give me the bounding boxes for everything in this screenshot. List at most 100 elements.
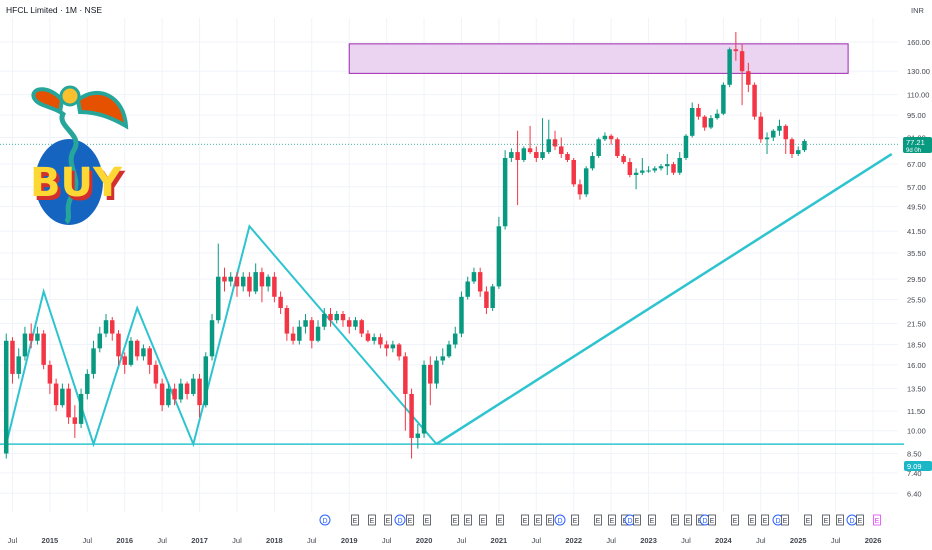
earnings-marker: E bbox=[608, 514, 616, 526]
candle bbox=[465, 276, 470, 300]
candle bbox=[91, 340, 96, 379]
candle-body bbox=[297, 326, 302, 341]
candle-body bbox=[365, 333, 371, 341]
earnings-marker: E bbox=[684, 514, 692, 526]
candle-body bbox=[128, 340, 134, 365]
earnings-marker: E bbox=[546, 514, 554, 526]
candle bbox=[608, 134, 614, 145]
candle bbox=[515, 130, 520, 206]
time-axis[interactable]: Jul 2015 Jul 2016 Jul 2017 Jul 2018 Jul 2019 Jul 20… bbox=[8, 536, 882, 545]
candle-body bbox=[665, 164, 670, 167]
candle bbox=[284, 305, 290, 341]
earnings-box bbox=[731, 514, 739, 526]
candle-body bbox=[802, 141, 807, 151]
candle bbox=[671, 162, 676, 175]
candle-body bbox=[116, 333, 121, 357]
last-price-badge[interactable] bbox=[903, 137, 932, 153]
x-tick-label: 2021 bbox=[491, 536, 508, 545]
earnings-label: E bbox=[425, 518, 430, 525]
candle bbox=[203, 352, 209, 408]
zigzag-pattern[interactable] bbox=[5, 224, 438, 448]
candle bbox=[752, 82, 757, 120]
earnings-marker: E bbox=[423, 514, 431, 526]
candle bbox=[795, 146, 801, 156]
earnings-label: E bbox=[596, 518, 601, 525]
candle-body bbox=[340, 313, 346, 321]
candle-body bbox=[47, 364, 53, 384]
earnings-label: E bbox=[763, 518, 768, 525]
candle-body bbox=[633, 172, 639, 175]
candle bbox=[652, 166, 658, 173]
candle bbox=[359, 318, 364, 338]
x-tick-label: 2018 bbox=[266, 536, 283, 545]
candle bbox=[153, 360, 159, 389]
candle bbox=[272, 272, 277, 303]
earnings-box bbox=[804, 514, 812, 526]
candle-body bbox=[384, 344, 389, 349]
earnings-box bbox=[708, 514, 716, 526]
candle bbox=[297, 320, 302, 345]
logo-globe bbox=[35, 139, 103, 225]
earnings-marker: E bbox=[822, 514, 830, 526]
dividend-label: D bbox=[322, 518, 327, 525]
earnings-marker: E bbox=[534, 514, 542, 526]
support-price-badge[interactable] bbox=[904, 461, 932, 471]
earnings-box bbox=[873, 514, 881, 526]
y-tick-label: 57.00 bbox=[907, 183, 926, 192]
buy-logo: BUY BUY bbox=[30, 85, 129, 225]
dividend-marker: D bbox=[319, 514, 331, 526]
dividend-marker: D bbox=[394, 514, 406, 526]
candle bbox=[159, 378, 165, 412]
price-axis[interactable]: 160.00130.00110.0095.0081.0067.0057.0049… bbox=[907, 38, 930, 498]
candle bbox=[197, 373, 202, 418]
candle-body bbox=[559, 146, 564, 155]
earnings-marker: E bbox=[873, 514, 881, 526]
x-tick-label: Jul bbox=[756, 536, 766, 545]
earnings-label: E bbox=[733, 518, 738, 525]
candle bbox=[590, 152, 595, 171]
earnings-label: E bbox=[635, 518, 640, 525]
y-tick-label: 25.50 bbox=[907, 296, 926, 305]
candle bbox=[253, 263, 258, 295]
earnings-label: E bbox=[353, 518, 358, 525]
candle bbox=[771, 129, 776, 142]
candle bbox=[733, 31, 739, 61]
candle-body bbox=[110, 320, 115, 334]
candle bbox=[141, 344, 146, 361]
logo-buy-text: BUY bbox=[30, 160, 123, 206]
earnings-box bbox=[594, 514, 602, 526]
earnings-marker: E bbox=[731, 514, 739, 526]
resistance-zone[interactable] bbox=[348, 43, 849, 74]
candle-body bbox=[346, 320, 352, 327]
rising-trendline[interactable] bbox=[435, 152, 893, 446]
earnings-label: E bbox=[573, 518, 578, 525]
candle-body bbox=[415, 433, 421, 438]
candle-body bbox=[746, 71, 751, 85]
y-tick-label: 160.00 bbox=[907, 38, 930, 47]
y-tick-label: 18.50 bbox=[907, 340, 926, 349]
x-tick-label: Jul bbox=[606, 536, 616, 545]
candle bbox=[521, 146, 527, 163]
candle-body bbox=[615, 139, 620, 156]
candle bbox=[689, 102, 695, 138]
candle bbox=[583, 166, 589, 197]
candle-body bbox=[477, 272, 483, 292]
x-tick-label: 2020 bbox=[416, 536, 433, 545]
dividend-circle bbox=[394, 514, 406, 526]
candle bbox=[721, 82, 726, 116]
candle-body bbox=[16, 356, 21, 374]
candle bbox=[415, 423, 421, 449]
candle bbox=[390, 340, 396, 353]
candle-body bbox=[390, 344, 396, 349]
earnings-marker: E bbox=[671, 514, 679, 526]
candle bbox=[234, 272, 240, 297]
grid-lines bbox=[0, 18, 898, 512]
candle-body bbox=[253, 272, 258, 292]
earnings-marker: E bbox=[856, 514, 864, 526]
candle-body bbox=[565, 154, 570, 160]
candle-body bbox=[789, 139, 795, 155]
earnings-marker: E bbox=[521, 514, 529, 526]
candle-body bbox=[396, 344, 402, 357]
candle-body bbox=[534, 152, 539, 158]
